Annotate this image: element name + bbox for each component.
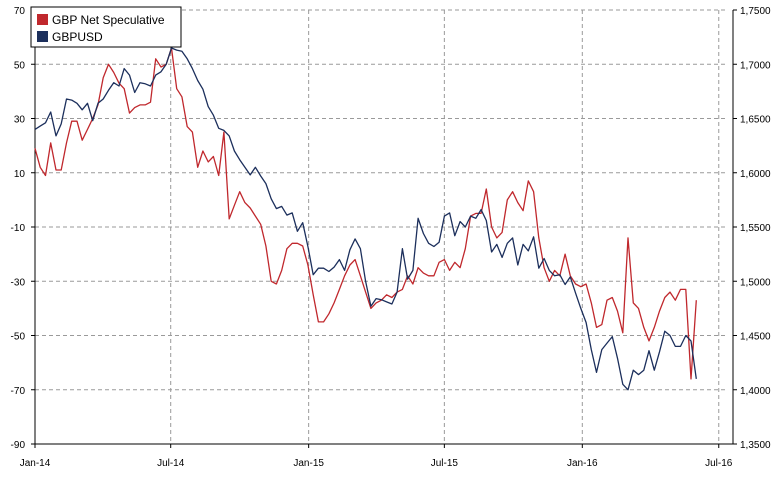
grid-lines — [35, 9, 725, 444]
y-right-tick-label: 1,7000 — [740, 60, 771, 71]
x-tick-label: Jul-15 — [431, 458, 459, 469]
y-right-tick-label: 1,6000 — [740, 169, 771, 180]
y-left-tick-label: -50 — [11, 332, 26, 343]
x-tick-label: Jan-16 — [567, 458, 598, 469]
y-right-tick-label: 1,5500 — [740, 223, 771, 234]
x-tick-label: Jul-14 — [157, 458, 185, 469]
legend-swatch-gbpusd — [37, 31, 48, 42]
legend-label-gbp-net-speculative: GBP Net Speculative — [52, 13, 165, 27]
y-left-tick-label: 50 — [14, 60, 26, 71]
legend: GBP Net Speculative GBPUSD — [30, 6, 182, 48]
y-left-tick-label: -10 — [11, 223, 26, 234]
x-tick-label: Jan-14 — [20, 458, 51, 469]
series-line-gbpusd — [34, 47, 697, 391]
y-right-tick-label: 1,5000 — [740, 277, 771, 288]
y-right-tick-label: 1,4500 — [740, 332, 771, 343]
x-tick-label: Jan-15 — [293, 458, 324, 469]
legend-swatch-gbp-net-speculative — [37, 14, 48, 25]
y-left-tick-label: -70 — [11, 386, 26, 397]
axes: 70 50 30 10 -10 -30 -50 -70 -90 1,7500 1,7000 1,650… — [11, 6, 771, 469]
x-tick-label: Jul-16 — [705, 458, 733, 469]
y-left-tick-label: -30 — [11, 277, 26, 288]
y-right-tick-label: 1,3500 — [740, 440, 771, 451]
y-right-tick-label: 1,4000 — [740, 386, 771, 397]
y-right-tick-label: 1,6500 — [740, 115, 771, 126]
series-line-gbp-net-speculative — [34, 47, 697, 380]
y-right-tick-label: 1,7500 — [740, 6, 771, 17]
y-left-tick-label: -90 — [11, 440, 26, 451]
legend-label-gbpusd: GBPUSD — [52, 30, 103, 44]
series-lines — [34, 47, 697, 391]
y-left-tick-label: 10 — [14, 169, 26, 180]
y-left-tick-label: 70 — [14, 6, 26, 17]
y-left-tick-label: 30 — [14, 115, 26, 126]
legend-box — [30, 6, 182, 48]
